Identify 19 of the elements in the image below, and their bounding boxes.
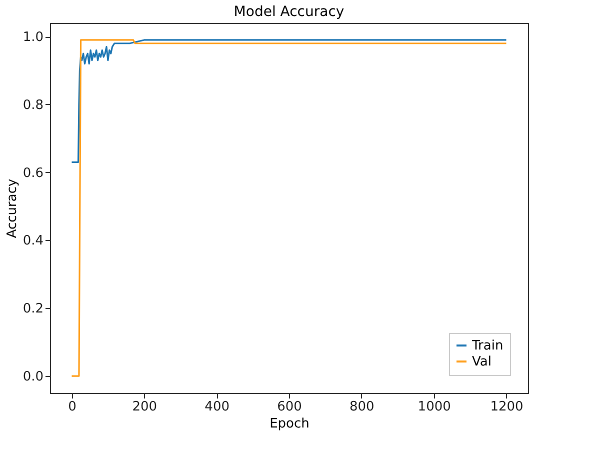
x-tick-label: 1200 xyxy=(490,400,524,414)
x-tick-label: 400 xyxy=(204,400,230,414)
y-tick-label: 0.2 xyxy=(22,302,44,317)
x-tick-label: 1000 xyxy=(418,400,451,414)
y-tick-label: 0.0 xyxy=(22,370,44,385)
y-tick-label: 0.8 xyxy=(22,98,44,113)
y-tick-label: 0.6 xyxy=(22,166,44,181)
x-tick-label: 800 xyxy=(350,400,374,414)
line-series xyxy=(70,39,508,163)
y-axis-title: Accuracy xyxy=(4,178,20,238)
y-tick-label: 0.4 xyxy=(22,234,44,249)
legend-label: Train xyxy=(471,338,504,354)
x-tick-label: 200 xyxy=(132,400,158,414)
legend-label: Val xyxy=(472,354,492,370)
y-tick-label: 1.0 xyxy=(22,30,44,46)
x-tick-label: 600 xyxy=(277,400,302,414)
chart-title: Model Accuracy xyxy=(234,4,344,20)
x-axis-title: Epoch xyxy=(270,416,310,432)
x-tick-label: 0 xyxy=(68,400,76,414)
